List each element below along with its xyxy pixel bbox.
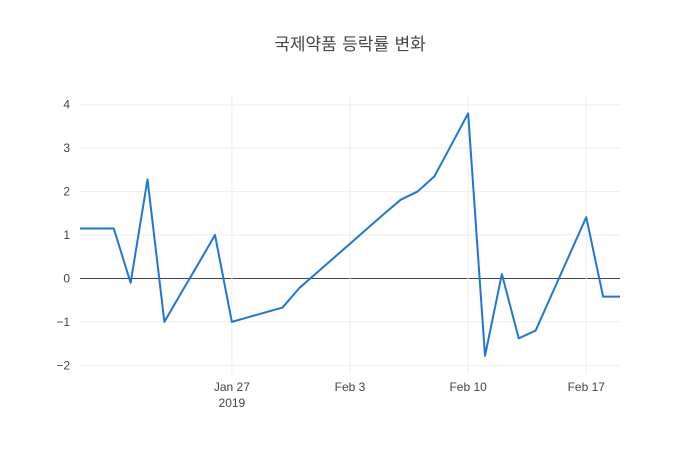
y-tick-label: 0 bbox=[63, 271, 70, 285]
series-line bbox=[80, 112, 620, 357]
chart-title: 국제약품 등락률 변화 bbox=[274, 35, 426, 55]
x-tick-label: Feb 10 bbox=[449, 380, 487, 394]
x-tick-label: Feb 3 bbox=[335, 380, 366, 394]
grid bbox=[80, 96, 620, 374]
y-tick-label: −1 bbox=[56, 315, 70, 329]
y-tick-label: 3 bbox=[63, 141, 70, 155]
y-tick-label: 4 bbox=[63, 98, 70, 112]
axes: 4 3 2 1 0 −1 −2 Jan 27 2019 Feb 3 Feb 10 Feb 17 bbox=[56, 98, 605, 410]
y-tick-label: 1 bbox=[63, 228, 70, 242]
x-tick-year-label: 2019 bbox=[219, 396, 246, 410]
x-tick-label: Feb 17 bbox=[568, 380, 606, 394]
x-tick-label: Jan 27 bbox=[214, 380, 250, 394]
series-layer bbox=[80, 112, 620, 357]
y-tick-label: −2 bbox=[56, 358, 70, 372]
y-tick-label: 2 bbox=[63, 185, 70, 199]
